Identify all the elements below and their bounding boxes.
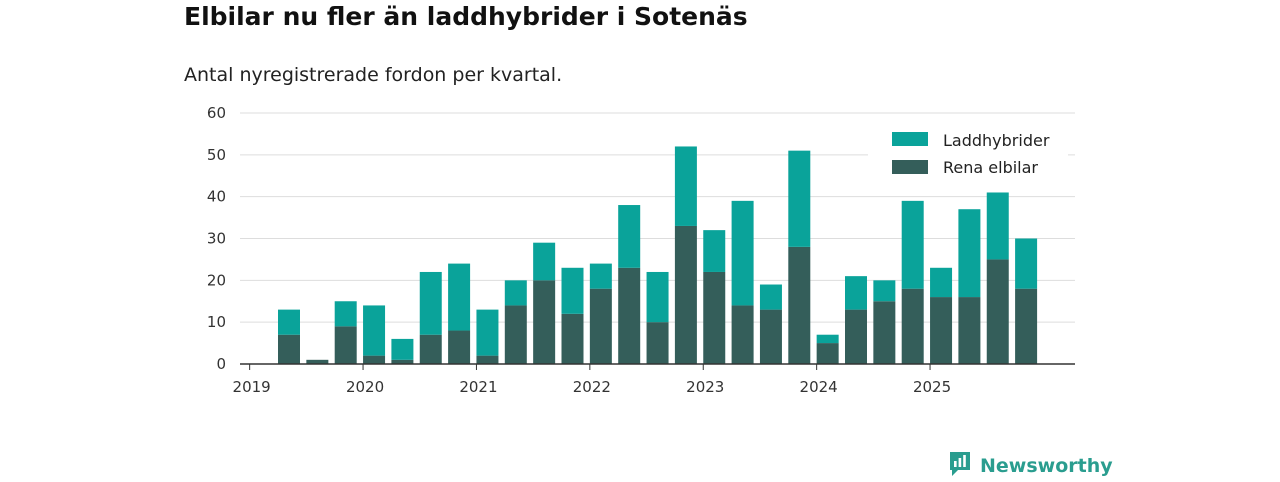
bar-rena-elbilar <box>306 359 329 364</box>
bar-rena-elbilar <box>334 326 357 364</box>
brand-name: Newsworthy <box>980 455 1113 477</box>
bar-laddhybrider <box>759 284 782 310</box>
bar-rena-elbilar <box>731 305 754 364</box>
y-tick-label: 60 <box>207 104 226 122</box>
bar-laddhybrider <box>1015 238 1038 289</box>
bar-rena-elbilar <box>618 267 641 364</box>
legend-label-laddhybrider: Laddhybrider <box>943 131 1050 150</box>
bar-laddhybrider <box>278 309 300 335</box>
x-tick-label: 2019 <box>233 378 271 396</box>
bar-rena-elbilar <box>845 309 867 364</box>
bar-laddhybrider <box>334 301 357 327</box>
bar-laddhybrider <box>958 209 981 298</box>
bar-laddhybrider <box>986 192 1009 260</box>
newsworthy-logo-icon <box>948 450 972 482</box>
bar-rena-elbilar <box>674 225 697 364</box>
x-tick-label: 2024 <box>800 378 838 396</box>
bar-laddhybrider <box>646 271 669 323</box>
legend: Laddhybrider Rena elbilar <box>868 122 1068 188</box>
chart-subtitle: Antal nyregistrerade fordon per kvartal. <box>184 64 563 86</box>
bar-rena-elbilar <box>448 330 471 364</box>
bar-laddhybrider <box>731 200 754 306</box>
bar-rena-elbilar <box>391 359 414 364</box>
x-tick-label: 2023 <box>686 378 724 396</box>
brand-logo[interactable]: Newsworthy <box>948 450 1113 482</box>
bar-rena-elbilar <box>504 305 527 364</box>
x-tick-label: 2020 <box>346 378 384 396</box>
bar-rena-elbilar <box>533 280 556 364</box>
bars <box>278 146 1038 364</box>
bar-laddhybrider <box>703 230 726 272</box>
bar-laddhybrider <box>363 305 386 356</box>
y-tick-label: 40 <box>207 188 226 206</box>
bar-rena-elbilar <box>476 355 499 364</box>
bar-rena-elbilar <box>646 322 669 364</box>
bar-rena-elbilar <box>561 313 584 364</box>
bar-rena-elbilar <box>816 343 839 364</box>
legend-label-rena-elbilar: Rena elbilar <box>943 158 1038 177</box>
bar-laddhybrider <box>391 338 414 360</box>
bar-rena-elbilar <box>363 355 386 364</box>
bar-laddhybrider <box>816 334 839 344</box>
bar-laddhybrider <box>589 263 612 289</box>
bar-laddhybrider <box>618 205 641 268</box>
bar-laddhybrider <box>901 200 924 289</box>
y-tick-label: 20 <box>207 271 226 289</box>
bar-laddhybrider <box>448 263 471 331</box>
bar-laddhybrider <box>419 271 442 335</box>
bar-rena-elbilar <box>1015 288 1038 364</box>
x-axis-ticks: 2019 2020 2021 2022 2023 2024 2025 <box>233 364 951 396</box>
bar-rena-elbilar <box>958 297 981 364</box>
bar-laddhybrider <box>873 280 896 302</box>
bar-rena-elbilar <box>759 309 782 364</box>
bar-laddhybrider <box>930 267 953 298</box>
y-axis-ticks: 0 10 20 30 40 50 60 <box>207 104 226 373</box>
bar-rena-elbilar <box>873 301 896 364</box>
bar-laddhybrider <box>504 280 527 306</box>
bar-rena-elbilar <box>901 288 924 364</box>
x-tick-label: 2022 <box>573 378 611 396</box>
x-tick-label: 2021 <box>459 378 497 396</box>
legend-swatch-laddhybrider <box>892 132 928 146</box>
bar-laddhybrider <box>476 309 499 356</box>
y-tick-label: 50 <box>207 146 226 164</box>
bar-rena-elbilar <box>589 288 612 364</box>
bar-laddhybrider <box>533 242 556 281</box>
bar-rena-elbilar <box>419 334 442 364</box>
bar-laddhybrider <box>845 276 867 310</box>
y-tick-label: 30 <box>207 230 226 248</box>
bar-laddhybrider <box>674 146 697 226</box>
bar-rena-elbilar <box>986 259 1009 364</box>
bar-rena-elbilar <box>278 334 300 364</box>
legend-swatch-rena-elbilar <box>892 160 928 174</box>
y-tick-label: 10 <box>207 313 226 331</box>
bar-rena-elbilar <box>788 246 811 364</box>
y-tick-label: 0 <box>216 355 226 373</box>
bar-laddhybrider <box>788 150 811 247</box>
chart-title: Elbilar nu fler än laddhybrider i Sotenä… <box>184 2 748 31</box>
bar-laddhybrider <box>561 267 584 314</box>
x-tick-label: 2025 <box>913 378 951 396</box>
bar-rena-elbilar <box>703 271 726 364</box>
bar-rena-elbilar <box>930 297 953 364</box>
